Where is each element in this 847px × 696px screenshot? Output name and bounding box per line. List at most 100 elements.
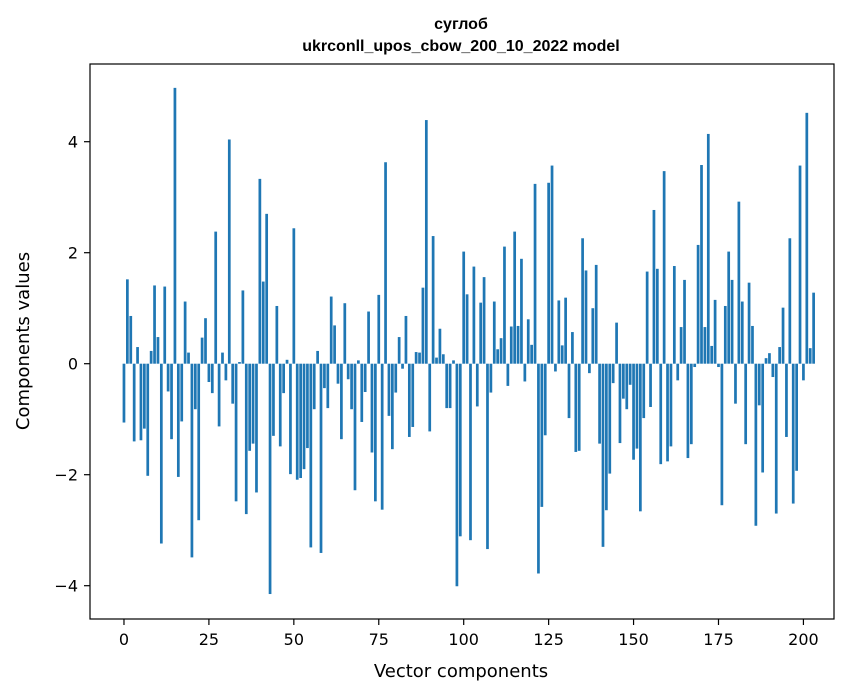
bar-170 [700, 165, 703, 364]
x-tick-label: 150 [618, 630, 649, 649]
bar-131 [567, 363, 571, 419]
bar-62 [333, 325, 336, 364]
bar-147 [622, 363, 625, 399]
bar-66 [346, 363, 350, 380]
bar-164 [679, 327, 683, 364]
bar-27 [214, 231, 218, 364]
bar-25 [207, 363, 211, 383]
bar-43 [268, 363, 272, 595]
bar-174 [713, 299, 717, 364]
bar-127 [554, 363, 557, 372]
bar-49 [289, 363, 292, 475]
bar-4 [136, 347, 139, 364]
bar-202 [808, 348, 812, 364]
bar-50 [292, 228, 296, 364]
bar-103 [472, 266, 476, 364]
bar-150 [632, 363, 635, 460]
bar-14 [170, 363, 173, 440]
x-tick-label: 200 [788, 630, 819, 649]
bar-161 [669, 363, 673, 447]
bar-155 [649, 363, 652, 407]
bar-9 [153, 285, 156, 364]
y-tick-label: 2 [68, 244, 78, 263]
bar-7 [146, 363, 150, 476]
bar-124 [543, 363, 547, 436]
bar-195 [785, 363, 788, 437]
bar-35 [241, 290, 245, 364]
bar-20 [190, 363, 194, 558]
bar-76 [380, 363, 384, 510]
bar-111 [499, 338, 503, 364]
bar-128 [557, 300, 561, 364]
bar-60 [326, 363, 330, 409]
bar-145 [615, 322, 618, 364]
bar-193 [778, 347, 781, 364]
bar-33 [234, 363, 238, 502]
bar-82 [401, 363, 404, 369]
bar-110 [496, 349, 500, 364]
bar-77 [384, 162, 387, 364]
bar-23 [200, 337, 204, 364]
bar-140 [598, 363, 601, 444]
bar-12 [163, 286, 167, 364]
bar-132 [571, 332, 574, 364]
bar-54 [306, 363, 309, 449]
bar-117 [520, 258, 523, 364]
bar-190 [768, 353, 771, 364]
bar-61 [329, 296, 333, 364]
bar-198 [795, 363, 798, 471]
bar-156 [652, 209, 656, 364]
bar-5 [139, 363, 143, 441]
bar-69 [357, 360, 360, 364]
y-tick-label: −4 [54, 577, 78, 596]
bar-181 [737, 201, 741, 364]
bar-38 [251, 363, 255, 444]
bar-16 [176, 363, 180, 477]
bar-39 [255, 363, 258, 493]
bar-71 [363, 363, 367, 392]
bar-41 [261, 281, 265, 364]
x-tick-label: 25 [199, 630, 219, 649]
bar-114 [509, 326, 513, 364]
bar-15 [173, 87, 177, 364]
bar-53 [302, 363, 306, 470]
bar-108 [489, 363, 493, 393]
bar-102 [469, 363, 472, 541]
bar-70 [360, 363, 364, 422]
bar-89 [424, 120, 428, 364]
bar-34 [238, 362, 241, 364]
bar-72 [367, 311, 370, 364]
bar-148 [625, 363, 629, 410]
bar-52 [299, 363, 302, 479]
bar-100 [462, 251, 466, 364]
bar-68 [353, 363, 357, 491]
bar-95 [445, 363, 449, 409]
bar-56 [312, 363, 316, 410]
bar-63 [336, 363, 340, 384]
bar-42 [265, 213, 269, 364]
bar-184 [747, 282, 751, 364]
bar-144 [611, 363, 615, 384]
bar-168 [693, 363, 697, 368]
bar-203 [812, 292, 815, 364]
bar-182 [740, 301, 744, 364]
bar-191 [771, 363, 775, 378]
bar-199 [798, 165, 802, 364]
x-tick-label: 0 [119, 630, 129, 649]
bar-1 [126, 279, 129, 364]
bar-166 [686, 363, 690, 459]
bar-154 [645, 271, 649, 364]
y-tick-label: 0 [68, 355, 78, 374]
y-tick-label: −2 [54, 466, 78, 485]
bar-136 [584, 270, 588, 364]
bar-143 [608, 363, 612, 474]
bars-group [122, 87, 815, 595]
bar-11 [159, 363, 163, 544]
x-tick-label: 175 [703, 630, 734, 649]
x-axis-label: Vector components [374, 661, 548, 682]
bar-92 [435, 357, 438, 364]
bar-47 [282, 363, 285, 394]
bar-57 [316, 350, 319, 364]
bar-86 [414, 352, 418, 364]
